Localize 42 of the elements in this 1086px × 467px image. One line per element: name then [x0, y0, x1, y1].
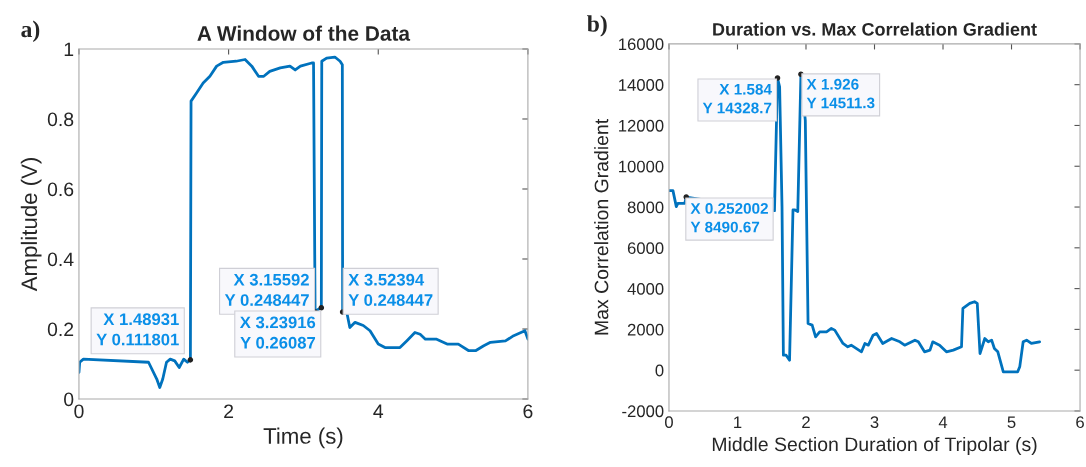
chart-title: Duration vs. Max Correlation Gradient — [713, 22, 1037, 36]
text: b) — [587, 15, 607, 37]
x-axis-title: Middle Section Duration of Tripolar (s) — [712, 436, 1037, 456]
y-tick-label: 0 — [655, 364, 664, 377]
y-tick-label: 10000 — [619, 160, 664, 173]
annotation: X 1.48931 Y 0.111801 — [96, 313, 179, 346]
x-tick-label: 4 — [938, 416, 948, 428]
text: a) — [21, 20, 40, 42]
y-tick-label: 2000 — [627, 323, 664, 336]
x-tick-label: 0 — [664, 416, 673, 429]
y-tick-label: -2000 — [622, 405, 664, 418]
x-tick-label: 6 — [1076, 416, 1084, 429]
annotation: X 1.584 Y 14328.7 — [702, 83, 772, 114]
y-tick-label: 1 — [64, 42, 74, 57]
x-tick-label: 6 — [523, 404, 533, 419]
y-tick-label: 16000 — [619, 38, 664, 51]
x-tick-label: 2 — [224, 404, 234, 418]
x-tick-label: 3 — [870, 416, 879, 429]
y-axis-title: Max Correlation Gradient — [594, 118, 609, 335]
x-axis-title: Time (s) — [263, 427, 343, 449]
annotation: X 1.926 Y 14511.3 — [806, 78, 875, 109]
y-tick-label: 12000 — [619, 119, 664, 132]
annotation: X 0.252002 Y 8490.67 — [690, 202, 768, 233]
y-tick-label: 8000 — [627, 201, 664, 214]
y-axis-title: Amplitude (V) — [20, 158, 42, 292]
annotation: X 3.52394 Y 0.248447 — [348, 273, 433, 306]
y-tick-label: 0.4 — [47, 252, 74, 267]
y-tick-label: 0.2 — [47, 322, 74, 337]
y-tick-label: 0.8 — [47, 112, 74, 127]
y-tick-label: 6000 — [627, 242, 664, 255]
x-tick-label: 0 — [74, 404, 84, 419]
chart-title: A Window of the Data — [197, 25, 411, 41]
y-tick-label: 0.6 — [47, 182, 74, 197]
x-tick-label: 5 — [1007, 416, 1016, 429]
x-tick-label: 2 — [802, 416, 810, 428]
annotation: X 3.23916 Y 0.26087 — [239, 316, 316, 349]
y-tick-label: 0 — [64, 392, 74, 407]
annotation: X 3.15592 Y 0.248447 — [224, 273, 309, 306]
x-tick-label: 1 — [734, 416, 742, 428]
y-tick-label: 4000 — [627, 283, 664, 295]
x-tick-label: 4 — [373, 404, 384, 418]
y-tick-label: 14000 — [619, 79, 664, 91]
